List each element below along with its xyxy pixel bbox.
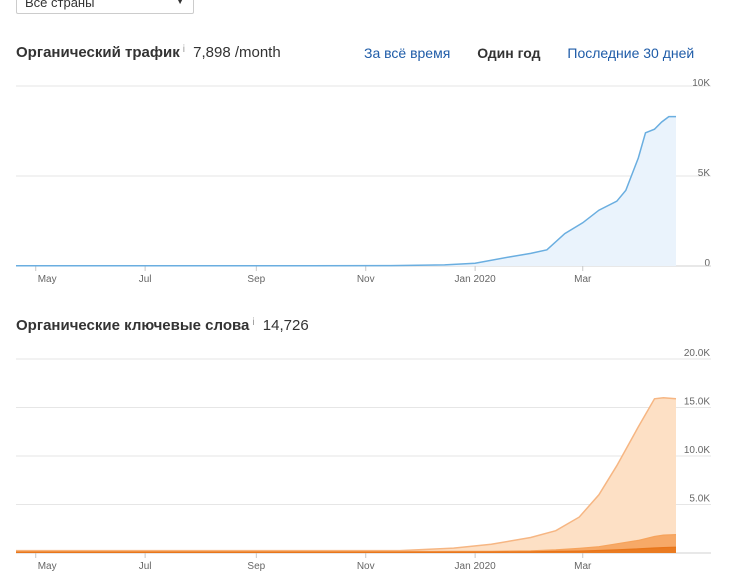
country-select[interactable]: Все страны ▼: [16, 0, 194, 14]
x-tick-label: May: [38, 274, 57, 285]
y-tick-label: 10.0K: [684, 445, 710, 456]
y-tick-label: 20.0K: [684, 348, 710, 359]
traffic-area: [16, 116, 676, 266]
range-tabs: За всё время Один год Последние 30 дней: [364, 45, 717, 61]
x-tick-label: Mar: [574, 274, 592, 285]
keywords-area-all-line: [16, 397, 677, 552]
info-icon[interactable]: i: [252, 317, 255, 328]
keywords-header: Органические ключевые слова i 14,726: [16, 317, 309, 334]
keywords-area-top-line: [16, 546, 677, 553]
traffic-header: Органический трафик i 7,898 /month: [16, 44, 281, 61]
country-select-value: Все страны: [25, 0, 95, 10]
chevron-down-icon: ▼: [175, 0, 185, 7]
x-tick-label: May: [38, 561, 57, 572]
keywords-title: Органические ключевые слова: [16, 317, 250, 334]
x-tick-label: Jul: [139, 561, 152, 572]
x-tick-label: Jan 2020: [455, 274, 497, 285]
y-tick-label: 15.0K: [684, 397, 710, 408]
x-tick-label: Nov: [357, 561, 375, 572]
x-tick-label: Mar: [574, 561, 592, 572]
y-tick-label: 10K: [692, 78, 710, 89]
traffic-value: 7,898 /month: [193, 44, 281, 61]
info-icon[interactable]: i: [182, 44, 185, 55]
tab-last-30-days[interactable]: Последние 30 дней: [567, 45, 695, 61]
tab-all-time[interactable]: За всё время: [364, 45, 451, 61]
x-tick-label: Sep: [247, 561, 265, 572]
keywords-area-all: [16, 397, 676, 553]
traffic-title: Органический трафик: [16, 44, 180, 61]
y-tick-label: 5K: [698, 168, 711, 179]
y-tick-label: 5.0K: [689, 494, 710, 505]
x-tick-label: Sep: [247, 274, 265, 285]
x-tick-label: Nov: [357, 274, 375, 285]
y-tick-label: 0: [704, 258, 710, 269]
x-tick-label: Jul: [139, 274, 152, 285]
x-tick-label: Jan 2020: [455, 561, 497, 572]
keywords-area-mid-line: [16, 534, 677, 553]
tab-one-year[interactable]: Один год: [477, 45, 541, 61]
keywords-value: 14,726: [262, 317, 309, 334]
